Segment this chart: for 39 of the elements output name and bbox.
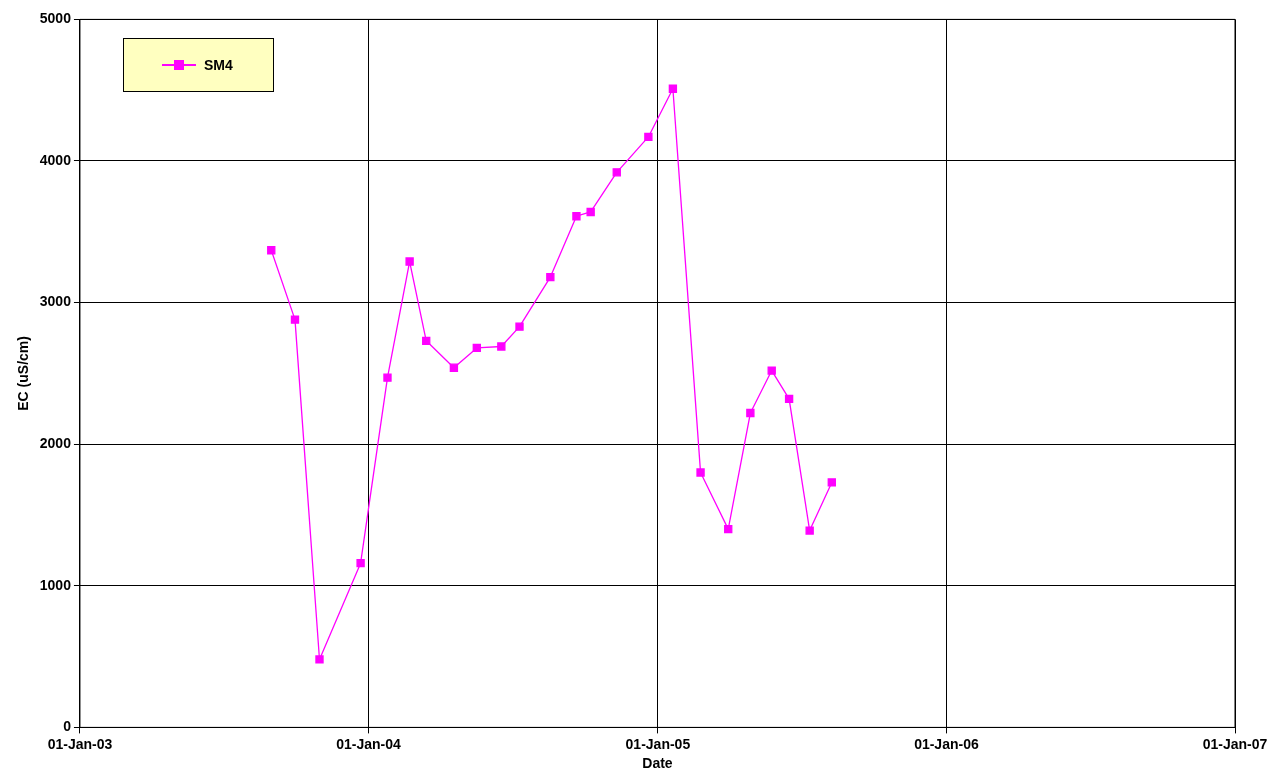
- point: [644, 132, 653, 142]
- point: [497, 342, 506, 351]
- legend-box: SM4: [123, 38, 274, 92]
- x-tick-label: 01-Jan-07: [1202, 735, 1268, 752]
- y-tick-label: 4000: [39, 151, 72, 168]
- point: [696, 468, 705, 477]
- point: [612, 168, 621, 177]
- point: [784, 394, 794, 404]
- point: [383, 373, 392, 382]
- y-tick-label: 0: [63, 718, 72, 735]
- legend-label: SM4: [204, 57, 233, 73]
- x-tick-label: 01-Jan-05: [625, 735, 691, 752]
- point: [746, 408, 755, 418]
- point: [515, 322, 524, 331]
- point: [572, 212, 581, 221]
- y-tick-label: 1000: [39, 576, 72, 593]
- point: [405, 257, 414, 266]
- y-tick-label: 2000: [39, 435, 72, 452]
- point: [546, 272, 555, 282]
- point: [472, 343, 482, 353]
- x-tick-label: 01-Jan-04: [336, 735, 402, 752]
- x-axis-title: Date: [642, 755, 673, 772]
- point: [315, 655, 324, 664]
- point: [668, 84, 678, 93]
- point: [767, 366, 776, 375]
- point: [586, 207, 595, 217]
- y-tick-label: 3000: [39, 293, 72, 310]
- point: [805, 526, 814, 535]
- point: [356, 558, 365, 568]
- point: [422, 336, 431, 346]
- point: [267, 246, 276, 255]
- x-tick-label: 01-Jan-06: [914, 735, 979, 752]
- point: [724, 524, 733, 534]
- point: [827, 478, 836, 487]
- y-tick-label: 5000: [39, 10, 72, 27]
- point: [290, 315, 300, 324]
- point: [449, 363, 459, 372]
- x-tick-label: 01-Jan-03: [47, 735, 113, 752]
- y-axis-title: EC (uS/cm): [15, 336, 32, 411]
